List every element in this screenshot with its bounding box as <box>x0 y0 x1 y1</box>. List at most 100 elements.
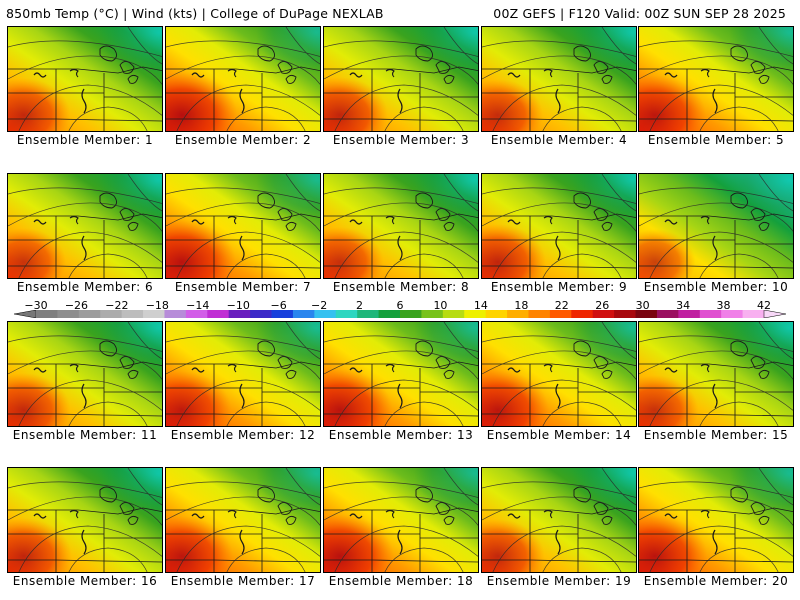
colorbar-swatch <box>185 310 208 318</box>
colorbar-tick-label: −26 <box>64 299 89 312</box>
member-label: Ensemble Member: 3 <box>332 133 470 147</box>
member-label: Ensemble Member: 9 <box>490 280 628 294</box>
temperature-map <box>638 467 794 573</box>
product-title: 850mb Temp (°C) | Wind (kts) | College o… <box>6 6 384 21</box>
colorbar-tick-label: 2 <box>356 299 364 312</box>
map-graphic <box>166 27 320 131</box>
colorbar-swatch <box>78 310 101 318</box>
colorbar-swatch <box>507 310 529 318</box>
colorbar-swatch <box>250 310 272 318</box>
map-graphic <box>482 174 636 278</box>
temperature-map <box>165 173 321 279</box>
temperature-map <box>165 467 321 573</box>
map-graphic <box>639 322 793 426</box>
colorbar-swatch <box>549 310 572 318</box>
colorbar-swatch <box>528 310 551 318</box>
temperature-map <box>481 26 637 132</box>
colorbar-tick-label: −6 <box>270 299 287 312</box>
member-label: Ensemble Member: 7 <box>174 280 312 294</box>
member-label: Ensemble Member: 5 <box>647 133 785 147</box>
colorbar-swatch <box>721 310 743 318</box>
colorbar-tick-label: 10 <box>433 299 448 312</box>
colorbar-tick-label: 34 <box>676 299 691 312</box>
member-label: Ensemble Member: 12 <box>170 428 316 442</box>
colorbar-swatch <box>571 310 594 318</box>
colorbar-tick-label: 30 <box>635 299 650 312</box>
colorbar-tick-label: −18 <box>145 299 169 312</box>
map-graphic <box>166 174 320 278</box>
colorbar-swatch <box>699 310 722 318</box>
member-label: Ensemble Member: 11 <box>12 428 158 442</box>
colorbar-tick-label: 42 <box>757 299 771 312</box>
map-graphic <box>639 174 793 278</box>
colorbar-swatch <box>400 310 422 318</box>
colorbar-swatch <box>742 310 765 318</box>
colorbar-tick-label: 38 <box>716 299 731 312</box>
temperature-map <box>481 173 637 279</box>
member-label: Ensemble Member: 14 <box>486 428 632 442</box>
temperature-map <box>638 173 794 279</box>
temperature-colorbar: −30 −26 −22 −18 −14 −10 −6 −2 2 6 10 14 18 22 26 30 34 38… <box>8 299 792 319</box>
temperature-map <box>323 26 479 132</box>
temperature-map <box>638 26 794 132</box>
member-label: Ensemble Member: 15 <box>643 428 789 442</box>
colorbar-scale <box>13 310 787 318</box>
colorbar-swatch <box>164 310 187 318</box>
colorbar-swatch <box>421 310 444 318</box>
map-graphic <box>482 322 636 426</box>
member-label: Ensemble Member: 10 <box>643 280 789 294</box>
map-graphic <box>639 468 793 572</box>
map-graphic <box>324 27 478 131</box>
temperature-map <box>323 173 479 279</box>
map-graphic <box>324 322 478 426</box>
colorbar-swatch <box>57 310 80 318</box>
colorbar-swatch <box>207 310 230 318</box>
temperature-map <box>323 321 479 427</box>
temperature-map <box>638 321 794 427</box>
member-label: Ensemble Member: 17 <box>170 574 316 588</box>
colorbar-swatch <box>335 310 358 318</box>
colorbar-tick-label: 6 <box>396 299 404 312</box>
member-label: Ensemble Member: 18 <box>328 574 474 588</box>
member-label: Ensemble Member: 2 <box>174 133 312 147</box>
temperature-map <box>481 321 637 427</box>
map-graphic <box>8 468 162 572</box>
colorbar-swatch <box>656 310 679 318</box>
colorbar-swatch <box>271 310 294 318</box>
header: 850mb Temp (°C) | Wind (kts) | College o… <box>0 0 800 24</box>
map-graphic <box>166 322 320 426</box>
colorbar-tick-label: −2 <box>311 299 328 312</box>
temperature-map <box>7 467 163 573</box>
colorbar-swatch <box>485 310 508 318</box>
run-valid-time: 00Z GEFS | F120 Valid: 00Z SUN SEP 28 20… <box>493 6 786 21</box>
member-label: Ensemble Member: 13 <box>328 428 474 442</box>
member-label: Ensemble Member: 8 <box>332 280 470 294</box>
member-label: Ensemble Member: 4 <box>490 133 628 147</box>
colorbar-tick-label: 22 <box>554 299 569 312</box>
colorbar-swatch <box>378 310 401 318</box>
colorbar-swatch <box>592 310 615 318</box>
colorbar-tick-label: 26 <box>595 299 610 312</box>
colorbar-tick-label: −22 <box>105 299 129 312</box>
temperature-map <box>165 26 321 132</box>
colorbar-tick-label: −10 <box>226 299 250 312</box>
member-label: Ensemble Member: 1 <box>16 133 154 147</box>
colorbar-swatch <box>614 310 636 318</box>
map-graphic <box>8 174 162 278</box>
temperature-map <box>481 467 637 573</box>
temperature-map <box>165 321 321 427</box>
colorbar-swatch <box>292 310 315 318</box>
temperature-map <box>323 467 479 573</box>
colorbar-swatch <box>464 310 487 318</box>
member-label: Ensemble Member: 16 <box>12 574 158 588</box>
temperature-map <box>7 321 163 427</box>
member-label: Ensemble Member: 20 <box>643 574 789 588</box>
map-graphic <box>8 322 162 426</box>
map-graphic <box>639 27 793 131</box>
map-graphic <box>8 27 162 131</box>
colorbar-swatch <box>314 310 337 318</box>
colorbar-swatch <box>357 310 379 318</box>
map-graphic <box>482 468 636 572</box>
colorbar-swatch <box>143 310 165 318</box>
